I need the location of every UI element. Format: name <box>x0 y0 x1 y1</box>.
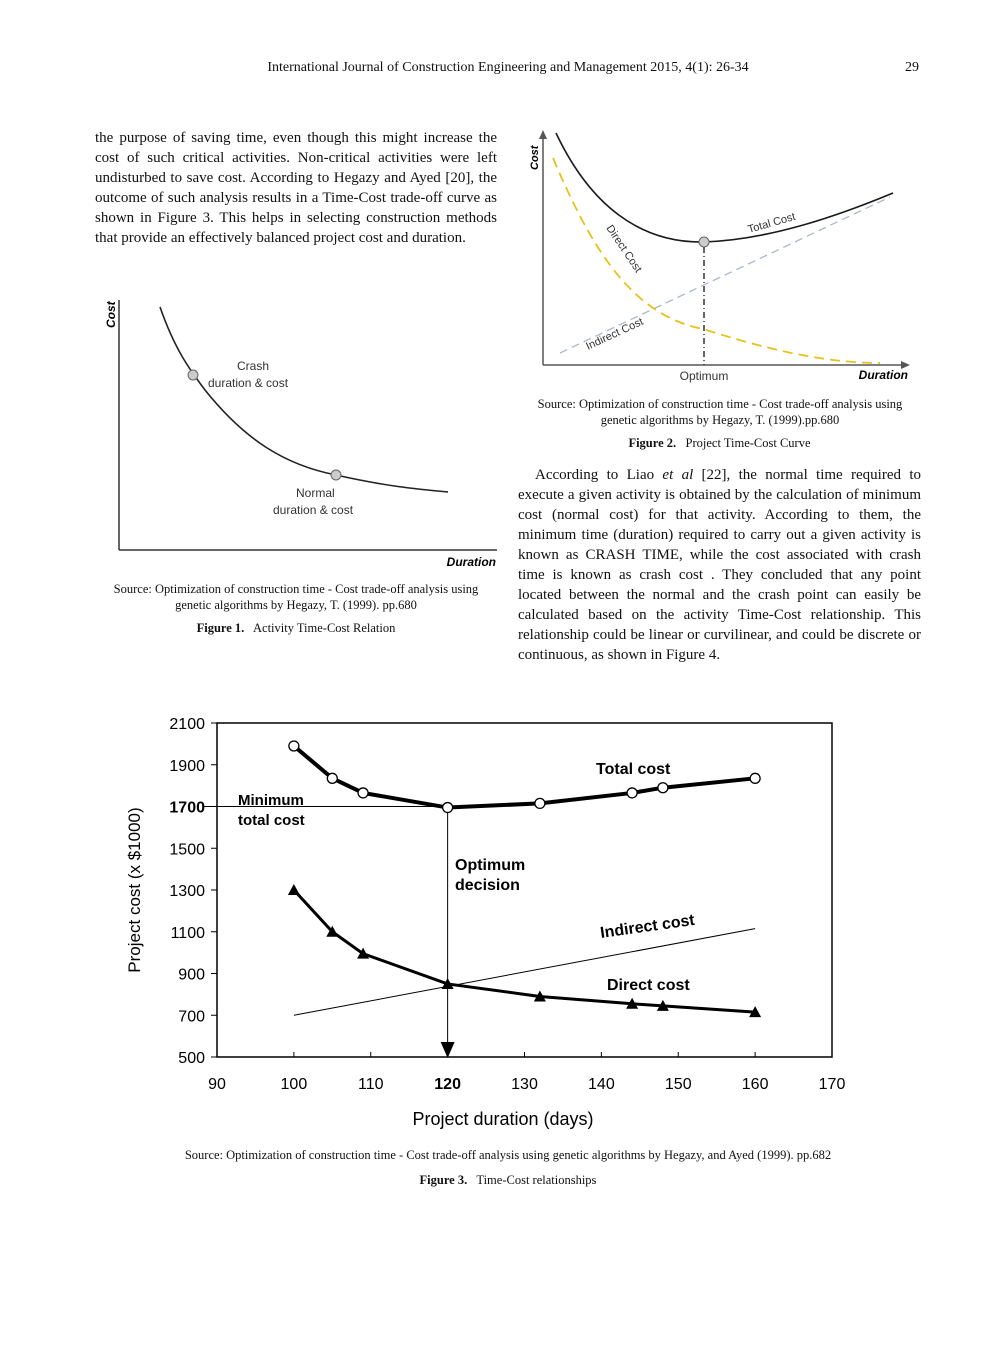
y-tick-label: 1900 <box>169 758 205 775</box>
figure-3-chart: 500 700 900 1100 1300 1500 1700 1900 2100 90 100 11… <box>125 716 846 1129</box>
indirect-cost-line <box>559 196 891 354</box>
optimum-label: Optimum <box>680 369 729 383</box>
crash-label: Crash <box>237 359 269 373</box>
x-axis-label: Duration <box>447 555 496 569</box>
x-tick-label: 160 <box>742 1076 769 1093</box>
total-cost-point <box>357 787 369 799</box>
indirect-cost-label: Indirect Cost <box>584 316 645 353</box>
direct-cost-point <box>626 997 639 1009</box>
figure-1-title: Activity Time-Cost Relation <box>253 621 396 635</box>
x-tick-label: 170 <box>819 1076 846 1093</box>
y-tick-label: 900 <box>178 967 205 984</box>
direct-cost-point <box>749 1006 762 1018</box>
figure-3-source: Source: Optimization of construction tim… <box>184 1148 832 1162</box>
plot-frame <box>216 722 833 1058</box>
minimum-label: Minimum <box>238 792 304 809</box>
series-line-indirect-cost <box>293 928 756 1016</box>
y-tick-label: 1500 <box>169 841 205 858</box>
x-tick-label: 100 <box>281 1076 308 1093</box>
crash-label-2: duration & cost <box>208 376 289 390</box>
figure-2-number: Figure 2. <box>628 436 677 450</box>
x-axis-label: Duration <box>859 368 908 382</box>
figure-2: Cost Duration Optimum Total Cost Direct … <box>529 130 910 383</box>
right-paragraph: According to Liao et al [22], the normal… <box>518 465 921 665</box>
x-tick-label: 110 <box>358 1076 384 1093</box>
y-axis-label: Cost <box>104 300 118 328</box>
figure-3-number: Figure 3. <box>419 1173 468 1187</box>
normal-label: Normal <box>296 486 335 500</box>
y-tick-label: 1300 <box>169 883 205 900</box>
page-number: 29 <box>905 60 919 75</box>
figure-1-source: Source: Optimization of construction tim… <box>113 582 479 612</box>
total-cost-line <box>555 132 894 243</box>
total-cost-point <box>326 772 338 784</box>
total-cost-point <box>441 801 454 814</box>
figure-2-source: Source: Optimization of construction tim… <box>537 397 903 427</box>
optimum-label-2: decision <box>455 877 520 894</box>
direct-cost-point <box>533 990 546 1002</box>
figure-3-caption: Figure 3. Time-Cost relationships <box>100 1172 916 1188</box>
text: According to Liao <box>535 467 663 483</box>
y-tick-label: 1700 <box>169 800 205 817</box>
y-tick-label: 500 <box>178 1050 205 1067</box>
direct-cost-point <box>287 884 300 895</box>
x-axis-title: Project duration (days) <box>412 1109 593 1129</box>
direct-cost-point <box>326 925 339 937</box>
direct-cost-line <box>552 157 881 364</box>
normal-point <box>330 469 342 481</box>
optimum-point <box>698 236 710 248</box>
minimum-label-2: total cost <box>238 812 305 829</box>
figure-1: Cost Duration Crash duration & cost Norm… <box>104 300 497 569</box>
direct-cost-label: Direct Cost <box>604 223 644 275</box>
text-italic: et al <box>662 467 694 483</box>
left-paragraph: the purpose of saving time, even though … <box>95 130 497 246</box>
text: [22], the normal time required to execut… <box>518 467 921 663</box>
x-tick-label: 130 <box>511 1076 538 1093</box>
total-cost-point <box>534 797 546 810</box>
figure-1-caption: Figure 1. Activity Time-Cost Relation <box>95 620 497 636</box>
figure-2-caption: Figure 2. Project Time-Cost Curve <box>518 435 921 451</box>
time-cost-curve <box>159 306 449 493</box>
total-cost-point <box>657 782 669 794</box>
indirect-cost-label: Indirect cost <box>599 912 696 942</box>
y-tick-label: 2100 <box>169 716 205 733</box>
optimum-label: Optimum <box>455 857 525 874</box>
total-cost-point <box>626 787 638 799</box>
running-header: International Journal of Construction En… <box>267 60 749 75</box>
x-tick-label: 150 <box>665 1076 692 1093</box>
y-axis-label: Cost <box>529 144 541 170</box>
direct-cost-point <box>656 999 669 1011</box>
normal-label-2: duration & cost <box>273 503 354 517</box>
total-cost-label: Total cost <box>596 761 671 778</box>
crash-point <box>187 369 199 381</box>
x-tick-label: 120 <box>434 1076 461 1093</box>
y-tick-label: 700 <box>178 1008 205 1025</box>
x-tick-label: 90 <box>208 1076 226 1093</box>
direct-cost-label: Direct cost <box>607 977 690 994</box>
y-tick-label: 1100 <box>171 925 206 942</box>
figure-2-title: Project Time-Cost Curve <box>685 436 811 450</box>
figure-1-number: Figure 1. <box>196 621 245 635</box>
total-cost-point <box>749 772 761 784</box>
x-tick-label: 140 <box>588 1076 615 1093</box>
direct-cost-point <box>357 947 370 959</box>
total-cost-point <box>288 740 300 752</box>
optimum-arrow <box>440 1042 455 1058</box>
figure-3-title: Time-Cost relationships <box>476 1173 597 1187</box>
y-axis-title: Project cost (x $1000) <box>125 807 144 972</box>
